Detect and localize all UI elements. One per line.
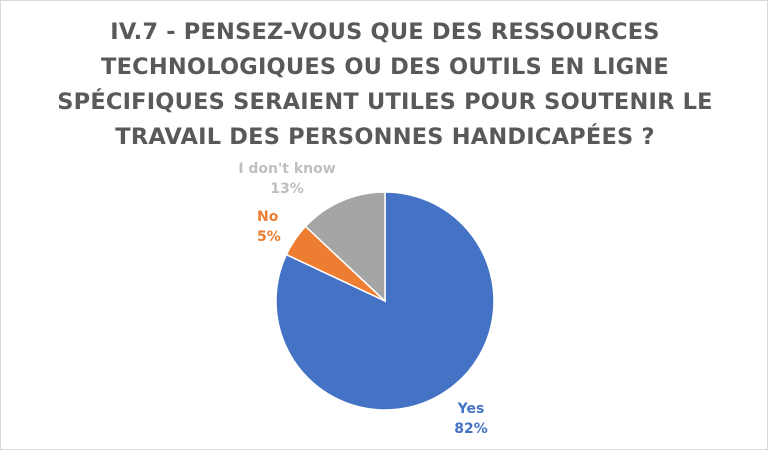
data-label-no: No 5%	[257, 207, 297, 247]
chart-title-line: IV.7 - PENSEZ-VOUS QUE DES RESSOURCES	[110, 19, 660, 45]
data-label-no-category: No	[257, 209, 279, 225]
chart-title-line: TRAVAIL DES PERSONNES HANDICAPÉES ?	[115, 124, 655, 150]
data-label-idk-category: I don't know	[238, 161, 336, 177]
data-label-i-dont-know: I don't know 13%	[229, 159, 345, 199]
data-label-yes-category: Yes	[457, 401, 485, 417]
data-label-yes-value: 82%	[454, 421, 488, 437]
chart-title-line: TECHNOLOGIQUES OU DES OUTILS EN LIGNE	[101, 54, 669, 80]
data-label-yes: Yes 82%	[441, 399, 501, 439]
data-label-idk-value: 13%	[270, 181, 304, 197]
chart-title: IV.7 - PENSEZ-VOUS QUE DES RESSOURCES TE…	[21, 15, 749, 155]
pie-slice-i-dont-know	[304, 191, 386, 303]
chart-title-line: SPÉCIFIQUES SERAIENT UTILES POUR SOUTENI…	[57, 89, 713, 115]
data-label-no-value: 5%	[257, 229, 281, 245]
